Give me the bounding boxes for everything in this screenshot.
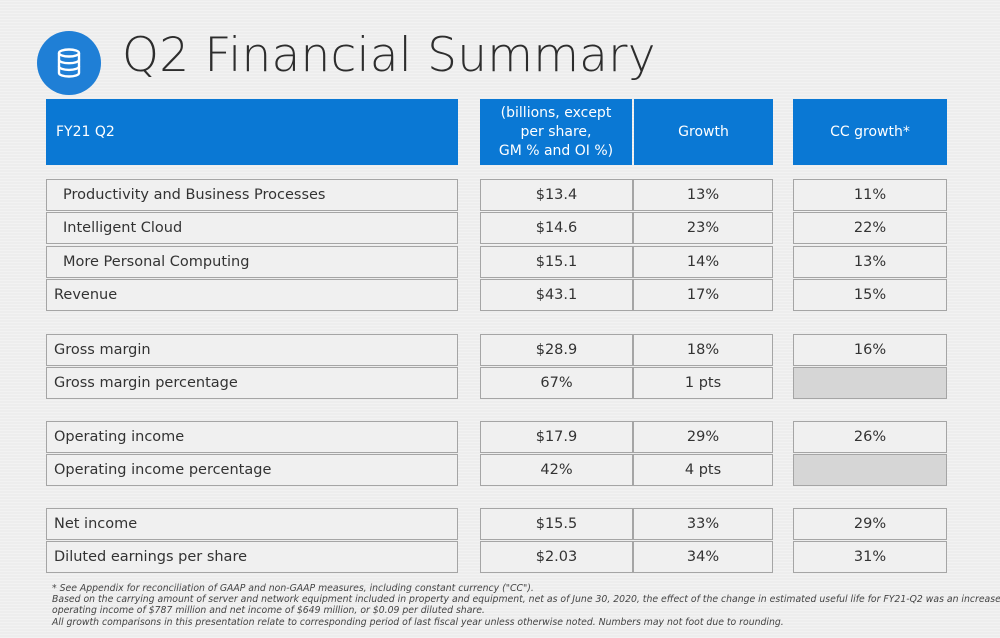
- row-label: Operating income percentage: [46, 454, 458, 486]
- row-value: $15.5: [480, 508, 633, 540]
- header-period-label: FY21 Q2: [56, 124, 115, 140]
- row-cc-growth: 26%: [793, 421, 947, 453]
- row-cc-growth: 11%: [793, 179, 947, 211]
- row-label: Intelligent Cloud: [46, 212, 458, 244]
- page-title: Q2 Financial Summary: [122, 28, 656, 83]
- row-growth: 4 pts: [633, 454, 773, 486]
- row-cc-growth: 15%: [793, 279, 947, 311]
- row-value: 67%: [480, 367, 633, 399]
- header-growth-label: Growth: [678, 124, 729, 140]
- footnote-4: All growth comparisons in this presentat…: [52, 616, 784, 628]
- row-label: Gross margin: [46, 334, 458, 366]
- row-label: Net income: [46, 508, 458, 540]
- header-metric-line3: GM % and OI %): [498, 142, 614, 159]
- footnote-1: * See Appendix for reconciliation of GAA…: [52, 583, 534, 594]
- row-label: Productivity and Business Processes: [46, 179, 458, 211]
- row-cc-growth: 22%: [793, 212, 947, 244]
- header-metric-line1: (billions, except: [500, 104, 612, 121]
- row-cc-growth: [793, 367, 947, 399]
- row-growth: 14%: [633, 246, 773, 278]
- row-label: Revenue: [46, 279, 458, 311]
- row-cc-growth: 31%: [793, 541, 947, 573]
- row-label: Gross margin percentage: [46, 367, 458, 399]
- row-growth: 18%: [633, 334, 773, 366]
- row-value: $15.1: [480, 246, 633, 278]
- header-cc-growth: CC growth*: [793, 99, 947, 165]
- header-growth: Growth: [634, 99, 773, 165]
- row-value: $43.1: [480, 279, 633, 311]
- footnote-3: operating income of $787 million and net…: [52, 605, 485, 617]
- header-metric: (billions, except per share, GM % and OI…: [480, 99, 632, 165]
- row-growth: 13%: [633, 179, 773, 211]
- row-growth: 29%: [633, 421, 773, 453]
- row-value: $13.4: [480, 179, 633, 211]
- row-cc-growth: 16%: [793, 334, 947, 366]
- row-cc-growth: 29%: [793, 508, 947, 540]
- row-value: $17.9: [480, 421, 633, 453]
- row-label: Operating income: [46, 421, 458, 453]
- row-growth: 34%: [633, 541, 773, 573]
- row-label: More Personal Computing: [46, 246, 458, 278]
- row-value: $2.03: [480, 541, 633, 573]
- footnote-2: Based on the carrying amount of server a…: [52, 594, 1000, 606]
- row-value: 42%: [480, 454, 633, 486]
- header-cc-growth-label: CC growth*: [830, 124, 910, 140]
- row-growth: 1 pts: [633, 367, 773, 399]
- row-value: $28.9: [480, 334, 633, 366]
- row-growth: 33%: [633, 508, 773, 540]
- row-label: Diluted earnings per share: [46, 541, 458, 573]
- footnotes: * See Appendix for reconciliation of GAA…: [52, 583, 1000, 628]
- row-growth: 23%: [633, 212, 773, 244]
- row-value: $14.6: [480, 212, 633, 244]
- row-cc-growth: 13%: [793, 246, 947, 278]
- database-icon: [37, 31, 101, 95]
- header-period: FY21 Q2: [46, 99, 458, 165]
- row-cc-growth: [793, 454, 947, 486]
- header-metric-line2: per share,: [520, 123, 592, 140]
- row-growth: 17%: [633, 279, 773, 311]
